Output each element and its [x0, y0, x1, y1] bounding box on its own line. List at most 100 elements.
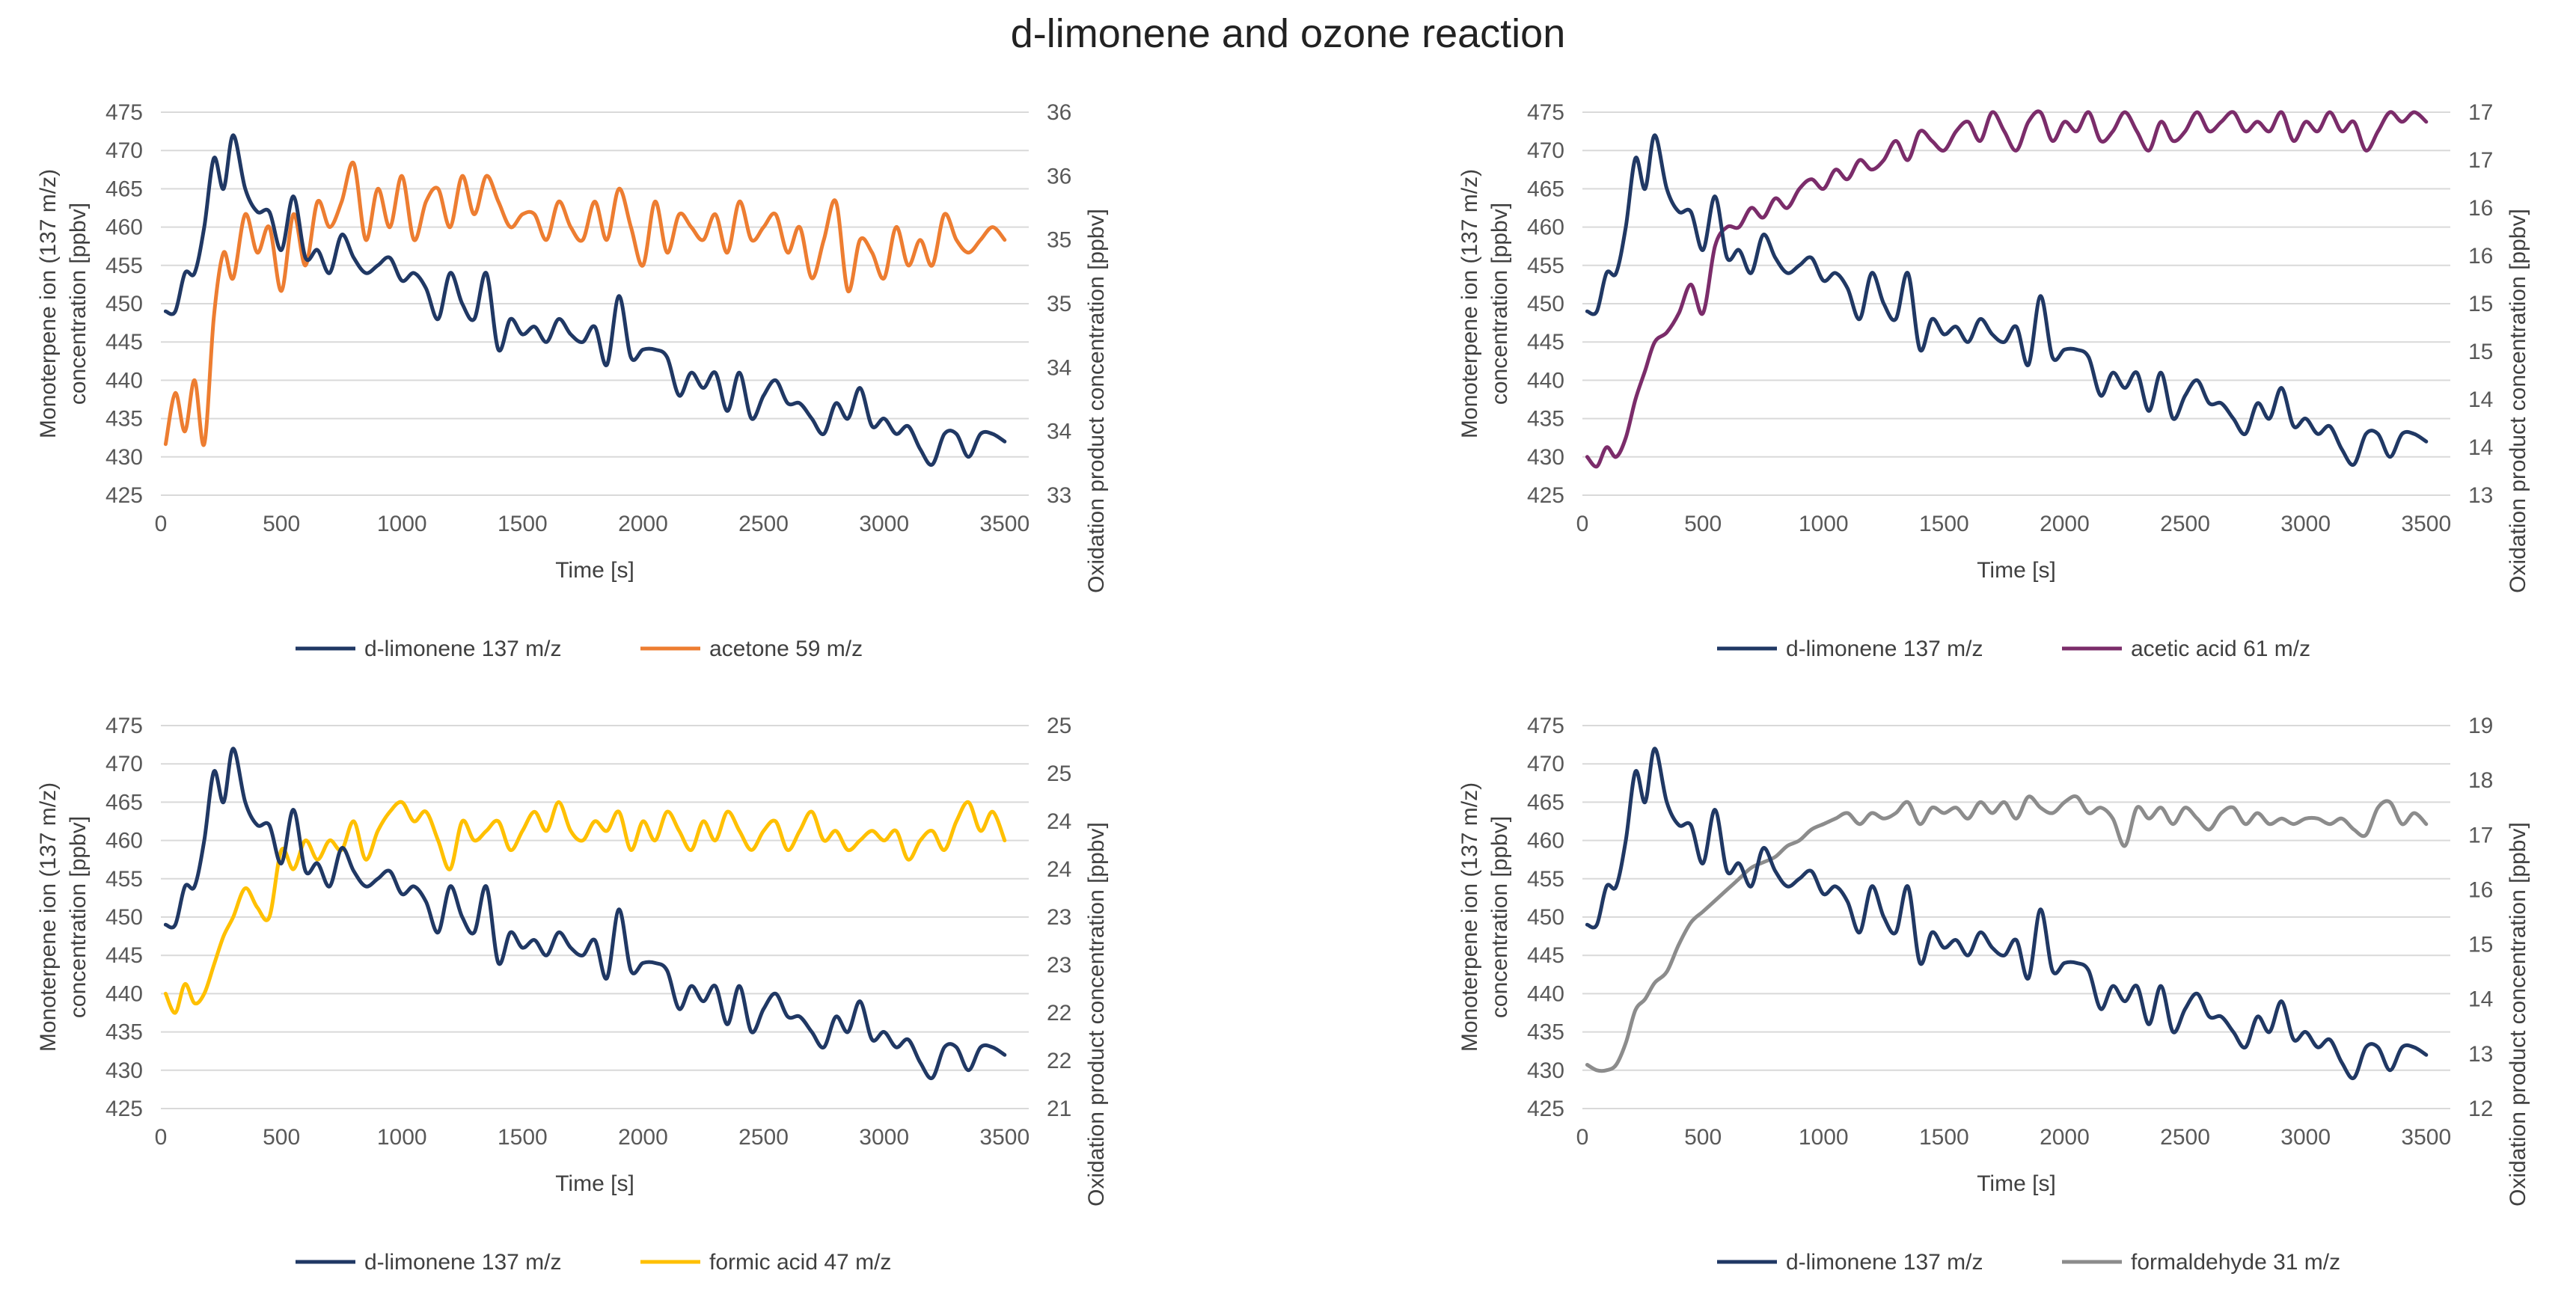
y-right-tick-label: 23	[1047, 905, 1071, 930]
y-left-tick-label: 465	[1527, 177, 1564, 201]
x-tick-label: 500	[263, 1125, 300, 1150]
legend-label-formic-acid-47-m-z: formic acid 47 m/z	[709, 1250, 891, 1275]
y-left-tick-label: 455	[1527, 254, 1564, 278]
x-tick-label: 3000	[859, 512, 909, 536]
y-left-tick-label: 435	[1527, 407, 1564, 432]
y-right-tick-label: 19	[2468, 714, 2493, 738]
x-tick-label: 2500	[2160, 1125, 2210, 1150]
y-left-tick-label: 465	[1527, 790, 1564, 815]
y-right-tick-label: 14	[2468, 435, 2493, 460]
y-right-tick-label: 35	[1047, 292, 1071, 316]
y-left-tick-label: 455	[105, 867, 143, 892]
legend-label-d-limonene-137-m-z: d-limonene 137 m/z	[364, 637, 561, 661]
y-right-tick-label: 23	[1047, 953, 1071, 978]
x-axis-title: Time [s]	[1977, 1171, 2056, 1196]
y-left-tick-label: 425	[105, 1097, 143, 1121]
y-left-tick-label: 460	[105, 215, 143, 240]
x-tick-label: 0	[155, 512, 168, 536]
chart-formic-acid-panel: 425 430 435 440 445 450 455 460 465 470 475 21 22 22 2…	[36, 714, 1109, 1275]
x-axis-title: Time [s]	[555, 558, 634, 583]
series-line-formic-acid-47-m-z	[163, 800, 1007, 1015]
y-left-tick-label: 445	[1527, 943, 1564, 968]
x-tick-label: 3500	[979, 512, 1030, 536]
x-tick-label: 1000	[1799, 1125, 1849, 1150]
y-left-tick-label: 465	[105, 177, 143, 201]
y-right-tick-label: 15	[2468, 933, 2493, 957]
y-right-tick-label: 15	[2468, 292, 2493, 316]
y-right-tick-label: 14	[2468, 387, 2493, 412]
series-line-formaldehyde-31-m-z	[1585, 794, 2429, 1073]
y-right-tick-label: 13	[2468, 1042, 2493, 1067]
y-left-tick-label: 440	[105, 368, 143, 393]
y-left-tick-label: 440	[105, 981, 143, 1006]
legend-label-d-limonene-137-m-z: d-limonene 137 m/z	[364, 1250, 561, 1275]
y-right-tick-label: 24	[1047, 857, 1071, 882]
x-tick-label: 3500	[2401, 512, 2451, 536]
y-right-axis-title: Oxidation product concentration [ppbv]	[2506, 209, 2530, 593]
x-axis-title: Time [s]	[555, 1171, 634, 1196]
legend-label-acetic-acid-61-m-z: acetic acid 61 m/z	[2131, 637, 2310, 661]
y-right-tick-label: 12	[2468, 1097, 2493, 1121]
y-left-tick-label: 470	[1527, 138, 1564, 163]
y-left-tick-label: 425	[1527, 483, 1564, 508]
x-axis-title: Time [s]	[1977, 558, 2056, 583]
y-left-tick-label: 470	[105, 752, 143, 776]
x-tick-label: 0	[1576, 1125, 1589, 1150]
y-right-tick-label: 17	[2468, 100, 2493, 125]
chart-acetic-acid-panel: 425 430 435 440 445 450 455 460 465 470 475 13 14 14 1…	[1457, 100, 2530, 661]
y-left-tick-label: 460	[1527, 829, 1564, 853]
x-tick-label: 2000	[618, 512, 668, 536]
y-left-tick-label: 440	[1527, 981, 1564, 1006]
x-tick-label: 1500	[498, 512, 548, 536]
x-tick-label: 3500	[2401, 1125, 2451, 1150]
y-right-tick-label: 17	[2468, 823, 2493, 847]
y-left-axis-title-line: Monoterpene ion (137 m/z)	[36, 169, 61, 438]
legend-label-formaldehyde-31-m-z: formaldehyde 31 m/z	[2131, 1250, 2340, 1275]
y-left-tick-label: 455	[105, 254, 143, 278]
y-left-axis-title-line: Monoterpene ion (137 m/z)	[1457, 169, 1482, 438]
y-left-tick-label: 475	[105, 100, 143, 125]
x-tick-label: 2500	[2160, 512, 2210, 536]
y-right-tick-label: 36	[1047, 100, 1071, 125]
x-tick-label: 1500	[498, 1125, 548, 1150]
y-left-axis-title: Monoterpene ion (137 m/z) concentration […	[36, 169, 91, 438]
y-left-tick-label: 425	[105, 483, 143, 508]
y-left-tick-label: 425	[1527, 1097, 1564, 1121]
legend-label-d-limonene-137-m-z: d-limonene 137 m/z	[1786, 1250, 1983, 1275]
y-right-tick-label: 15	[2468, 340, 2493, 364]
series-line-d-limonene-137-m-z	[1585, 747, 2429, 1080]
y-right-tick-label: 34	[1047, 355, 1071, 380]
y-right-axis-title: Oxidation product concentration [ppbv]	[2506, 822, 2530, 1207]
y-left-tick-label: 475	[1527, 100, 1564, 125]
y-left-axis-title: Monoterpene ion (137 m/z) concentration […	[1457, 782, 1512, 1052]
x-tick-label: 500	[1684, 512, 1722, 536]
x-tick-label: 1500	[1919, 512, 1969, 536]
y-left-axis-title-line: concentration [ppbv]	[66, 203, 91, 405]
y-left-axis-title-line: concentration [ppbv]	[1487, 203, 1512, 405]
y-left-tick-label: 435	[105, 407, 143, 432]
y-right-tick-label: 36	[1047, 164, 1071, 188]
x-tick-label: 1000	[377, 1125, 427, 1150]
x-tick-label: 1000	[1799, 512, 1849, 536]
y-left-tick-label: 475	[1527, 714, 1564, 738]
x-tick-label: 2000	[2040, 512, 2090, 536]
y-left-tick-label: 430	[105, 445, 143, 470]
y-right-tick-label: 21	[1047, 1097, 1071, 1121]
series-line-d-limonene-137-m-z	[1585, 133, 2429, 467]
chart-formaldehyde-panel: 425 430 435 440 445 450 455 460 465 470 475 12 13 14 1…	[1457, 714, 2530, 1275]
y-left-tick-label: 465	[105, 790, 143, 815]
x-tick-label: 3000	[859, 1125, 909, 1150]
y-left-tick-label: 435	[105, 1020, 143, 1045]
y-left-tick-label: 445	[105, 943, 143, 968]
y-right-tick-label: 13	[2468, 483, 2493, 508]
y-left-tick-label: 460	[105, 829, 143, 853]
y-left-axis-title: Monoterpene ion (137 m/z) concentration […	[36, 782, 91, 1052]
y-left-tick-label: 430	[1527, 445, 1564, 470]
x-tick-label: 0	[155, 1125, 168, 1150]
figure-title: d-limonene and ozone reaction	[1010, 11, 1566, 56]
y-right-tick-label: 25	[1047, 714, 1071, 738]
x-tick-label: 0	[1576, 512, 1589, 536]
y-right-tick-label: 16	[2468, 244, 2493, 269]
y-right-tick-label: 33	[1047, 483, 1071, 508]
y-left-tick-label: 460	[1527, 215, 1564, 240]
